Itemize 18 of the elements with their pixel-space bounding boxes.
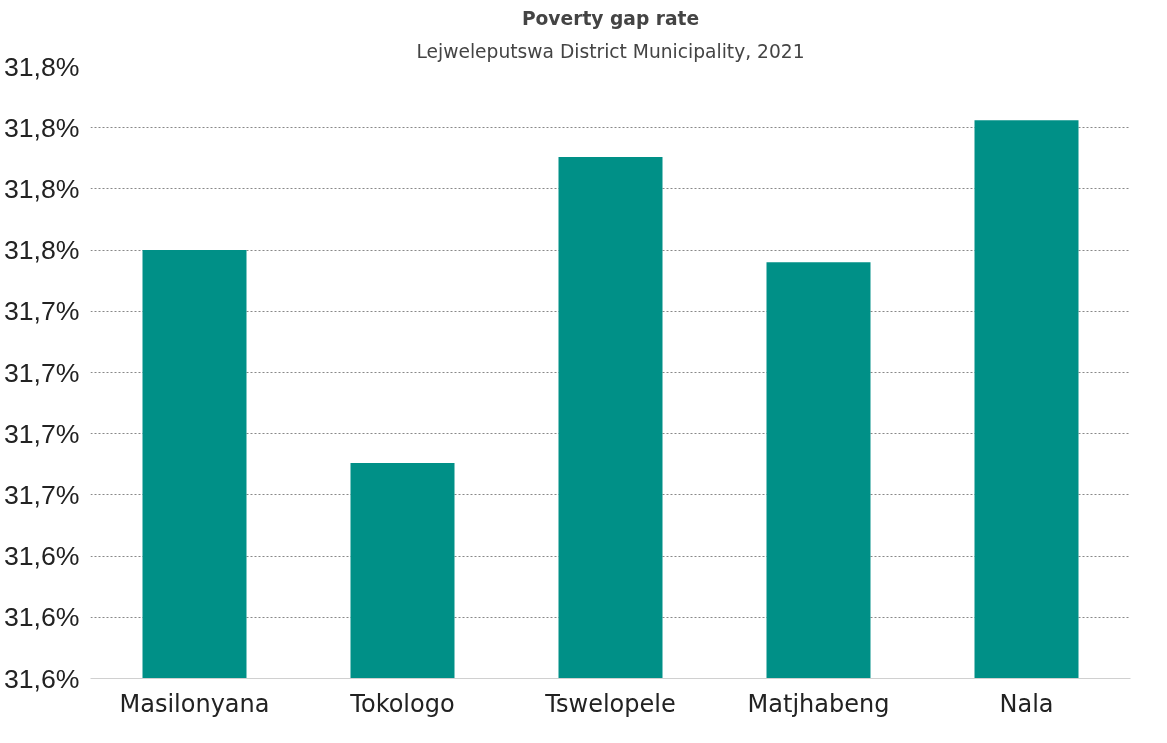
- y-tick-label: 31,7%: [3, 296, 80, 327]
- y-tick-label: 31,8%: [3, 112, 80, 143]
- chart-title: Poverty gap rate: [521, 7, 700, 29]
- x-tick-label: Masilonyana: [119, 689, 270, 718]
- x-tick-label: Nala: [999, 689, 1054, 718]
- y-tick-label: 31,7%: [3, 418, 80, 449]
- y-tick-label: 31,8%: [3, 51, 80, 82]
- y-tick-label: 31,6%: [3, 541, 80, 572]
- y-tick-label: 31,7%: [3, 357, 80, 388]
- chart-subtitle: Lejweleputswa District Municipality, 2021: [416, 40, 805, 62]
- y-tick-label: 31,8%: [3, 173, 80, 204]
- y-tick-label: 31,8%: [3, 235, 80, 266]
- y-tick-label: 31,7%: [3, 479, 80, 510]
- x-tick-label: Tswelopele: [544, 689, 676, 718]
- y-tick-label: 31,6%: [3, 602, 80, 633]
- x-tick-label: Tokologo: [349, 689, 455, 718]
- x-tick-label: Matjhabeng: [747, 689, 890, 718]
- y-tick-label: 31,6%: [3, 663, 80, 694]
